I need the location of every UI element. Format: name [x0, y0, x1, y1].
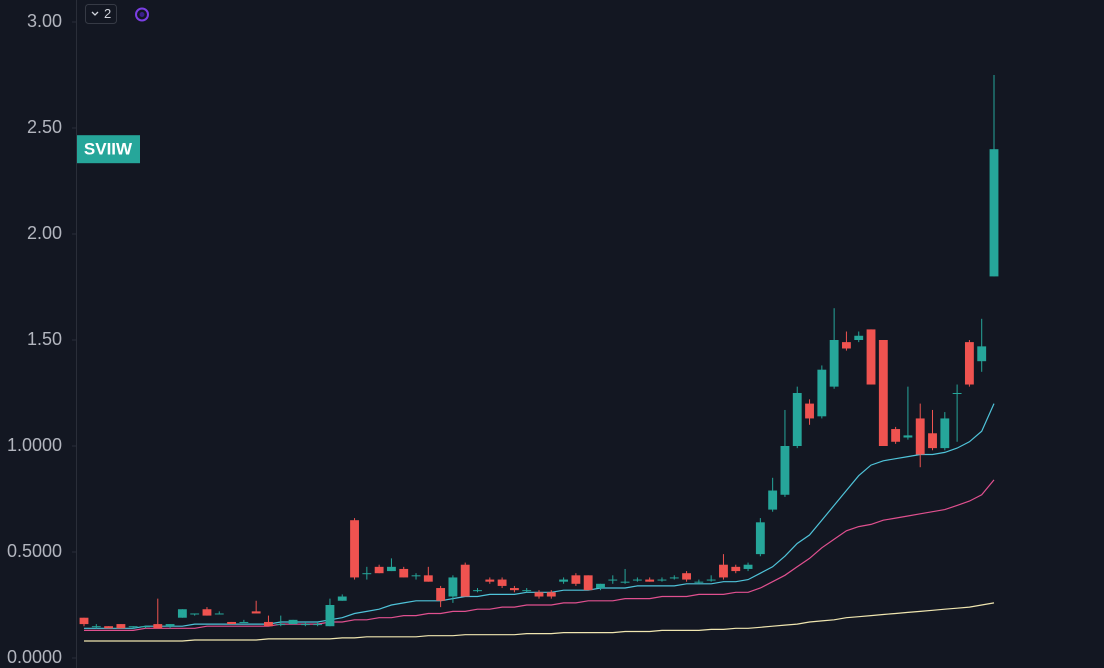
candle-body [239, 621, 249, 623]
legend-toggle[interactable] [85, 4, 117, 24]
candle-body [534, 592, 544, 597]
candle-body [854, 335, 864, 340]
candle-body [977, 346, 987, 362]
candle-body [522, 590, 532, 592]
y-tick-label: 2.50 [27, 117, 62, 137]
candle-body [227, 621, 236, 625]
candle-body [596, 583, 605, 589]
candle-body [251, 611, 261, 614]
candle-body [731, 566, 741, 572]
moving-average-line [84, 479, 995, 631]
candle-body [177, 609, 187, 618]
candle-body [903, 435, 913, 438]
candle-body [288, 619, 298, 625]
candle-body [411, 575, 421, 577]
candle-body [423, 575, 433, 582]
candle-body [682, 573, 691, 580]
candle-body [952, 393, 962, 394]
candle-body [964, 342, 974, 385]
candle-body [989, 149, 999, 277]
candle-body [719, 564, 728, 578]
candle-body [891, 429, 901, 442]
candle-body [387, 566, 396, 572]
candle-body [509, 588, 519, 591]
legend-count: 2 [104, 6, 111, 21]
candle-body [632, 579, 642, 581]
candle-body [755, 522, 765, 555]
candle-body [780, 446, 790, 495]
candle-body [694, 581, 704, 583]
candle-body [928, 433, 937, 449]
candle-body [350, 520, 359, 578]
candle-body [805, 403, 814, 419]
candle-body [645, 579, 655, 582]
y-tick-label: 1.50 [27, 329, 62, 349]
candle-body [743, 564, 753, 569]
moving-average-line [84, 602, 995, 642]
candle-body [141, 626, 150, 628]
candle-body [313, 624, 323, 626]
candle-body [571, 575, 581, 584]
candle-body [190, 613, 200, 615]
candle-body [153, 624, 163, 629]
candle-body [829, 340, 839, 387]
candle-body [460, 564, 470, 597]
chevron-icon [91, 11, 99, 16]
y-tick-label: 1.0000 [7, 435, 62, 455]
candle-body [473, 590, 482, 592]
candle-body [362, 573, 372, 575]
candle-body [878, 340, 888, 446]
candle-body [165, 624, 175, 627]
candle-body [374, 566, 384, 574]
candle-body [276, 624, 286, 626]
candle-body [325, 605, 335, 627]
candle-body [264, 621, 273, 627]
candle-body [842, 342, 851, 349]
candle-body [608, 579, 618, 581]
candle-body [792, 393, 802, 446]
sync-icon[interactable] [135, 7, 149, 22]
candle-body [448, 577, 458, 597]
candle-body [116, 624, 126, 629]
candle-body [657, 579, 667, 581]
candle-body [214, 613, 224, 615]
y-axis: 0.0000 0.5000 1.0000 1.50 2.00 2.50 3.00 [7, 11, 76, 667]
candle-body [337, 596, 347, 601]
candle-body [485, 579, 495, 582]
candle-body [546, 592, 556, 597]
candle-body [620, 581, 630, 583]
candles [79, 75, 999, 629]
candle-body [104, 626, 114, 629]
candle-body [559, 579, 569, 582]
symbol-label: SVIIW [77, 135, 140, 164]
candle-body [497, 579, 507, 586]
candle-body [915, 418, 925, 455]
candle-body [436, 588, 446, 601]
candle-body [940, 418, 950, 449]
candle-body [202, 609, 212, 616]
candle-body [866, 329, 876, 385]
symbol-text: SVIIW [84, 140, 133, 159]
candle-body [128, 626, 138, 628]
y-tick-label: 3.00 [27, 11, 62, 31]
candle-body [300, 624, 310, 626]
candle-body [768, 490, 778, 510]
y-tick-label: 0.0000 [7, 647, 62, 667]
candle-body [91, 626, 101, 628]
candle-body [583, 575, 593, 591]
candle-body [79, 617, 89, 625]
y-tick-label: 0.5000 [7, 541, 62, 561]
candle-body [399, 568, 409, 578]
candle-body [817, 369, 827, 417]
candle-body [706, 579, 716, 581]
y-tick-label: 2.00 [27, 223, 62, 243]
candle-body [669, 577, 679, 579]
symbol-badge [77, 135, 140, 164]
